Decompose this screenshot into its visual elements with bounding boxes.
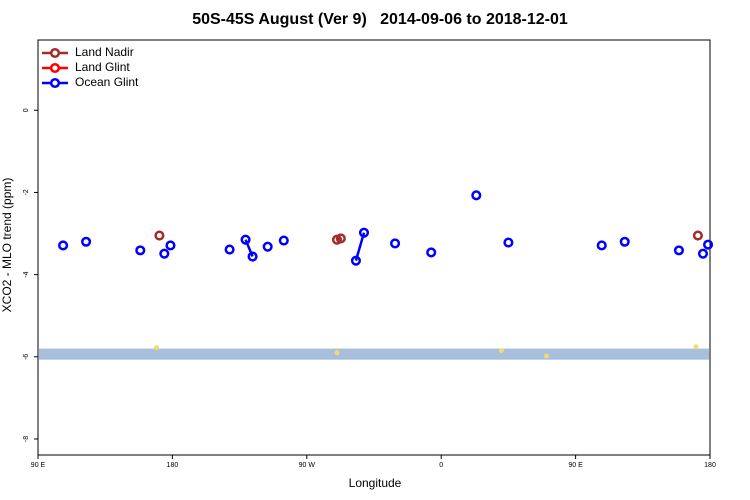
point [262, 241, 273, 252]
point [247, 251, 258, 262]
y-tick-label: -2 [23, 189, 30, 195]
legend-label: Land Glint [75, 60, 130, 74]
x-tick-label: 180 [167, 462, 179, 469]
y-tick-label: -6 [23, 354, 30, 360]
legend-marker [49, 77, 61, 89]
chart-title: 50S-45S August (Ver 9) 2014-09-06 to 201… [192, 11, 568, 28]
marker [153, 345, 159, 351]
point [278, 235, 289, 246]
point [335, 233, 346, 244]
y-axis-label: XCO2 - MLO trend (ppm) [0, 178, 14, 313]
point [703, 239, 714, 250]
point [426, 247, 437, 258]
point [358, 227, 370, 238]
marker [543, 353, 549, 359]
point [471, 190, 482, 201]
x-tick-label: 90 W [299, 462, 316, 469]
point [240, 234, 251, 245]
x-tick-label: 90 E [568, 462, 583, 469]
point [224, 244, 235, 255]
point [692, 230, 703, 241]
point [619, 236, 630, 247]
x-tick-label: 180 [704, 462, 716, 469]
point [350, 255, 361, 266]
point [697, 248, 709, 259]
legend-marker [49, 47, 61, 59]
point [390, 238, 401, 249]
point [159, 248, 170, 259]
legend-label: Land Nadir [75, 45, 134, 59]
marker [693, 344, 699, 350]
legend-marker [49, 62, 61, 74]
y-tick-label: 0 [23, 108, 30, 112]
x-axis-label: Longitude [349, 476, 402, 490]
x-tick-label: 90 E [31, 462, 46, 469]
marker [334, 350, 340, 356]
x-tick-label: 0 [439, 462, 443, 469]
legend-label: Ocean Glint [75, 75, 139, 89]
point [503, 237, 514, 248]
point [165, 240, 176, 251]
y-tick-label: -4 [23, 271, 30, 277]
point [81, 236, 92, 247]
y-tick-label: -8 [23, 436, 30, 442]
point [673, 245, 684, 256]
point [135, 245, 146, 256]
point [58, 240, 69, 251]
marker [498, 348, 504, 354]
point [596, 240, 607, 251]
point [154, 230, 165, 241]
band [39, 348, 709, 360]
